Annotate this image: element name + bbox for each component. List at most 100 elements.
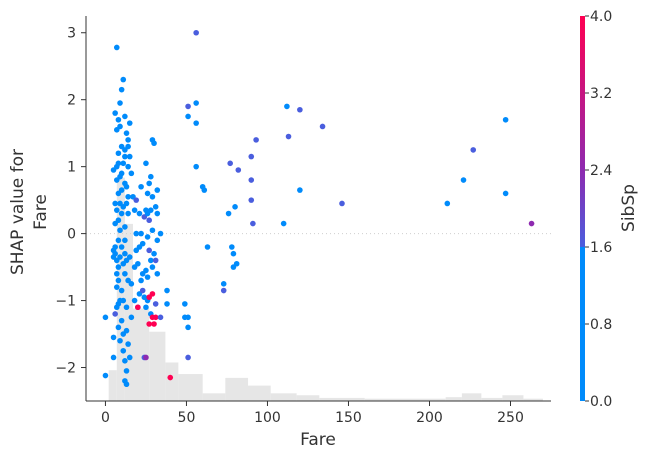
scatter-point-12 (112, 311, 118, 317)
scatter-point-142 (154, 210, 161, 217)
scatter-point-26 (115, 264, 122, 270)
scatter-point-187 (460, 177, 467, 183)
histogram-bar-3 (132, 308, 150, 401)
scatter-point-11 (112, 244, 118, 250)
scatter-point-9 (112, 250, 118, 257)
x-tick-label-200: 200 (416, 410, 443, 426)
scatter-point-96 (135, 304, 141, 311)
colorbar-tick-label-4: 3.2 (590, 86, 612, 102)
y-tick-label-0: 0 (67, 227, 76, 243)
scatter-point-175 (248, 177, 255, 183)
histogram-bar-7 (202, 393, 226, 401)
scatter-point-176 (248, 197, 255, 203)
scatter-point-120 (146, 217, 152, 224)
scatter-point-49 (120, 160, 127, 167)
scatter-point-147 (164, 287, 170, 294)
histogram-bar-2 (124, 223, 133, 401)
scatter-point-152 (185, 103, 191, 110)
scatter-point-52 (120, 297, 127, 304)
scatter-point-158 (193, 100, 199, 106)
scatter-point-183 (297, 187, 303, 193)
scatter-point-23 (115, 150, 122, 157)
scatter-point-4 (110, 354, 117, 361)
y-tick-label--1: −1 (55, 294, 76, 310)
y-tick-label-1: 1 (67, 160, 76, 176)
scatter-point-45 (118, 287, 125, 294)
scatter-point-116 (144, 234, 151, 240)
scatter-point-126 (148, 257, 154, 264)
x-tick-label-0: 0 (101, 410, 110, 426)
scatter-point-69 (123, 381, 130, 388)
scatter-point-112 (143, 304, 149, 311)
x-tick-label-50: 50 (178, 410, 196, 426)
scatter-point-60 (122, 250, 128, 257)
scatter-point-94 (135, 260, 141, 267)
x-tick-label-150: 150 (335, 410, 362, 426)
scatter-point-86 (128, 314, 135, 321)
scatter-point-64 (122, 237, 128, 244)
scatter-point-66 (123, 183, 130, 190)
histogram-bar-10 (270, 393, 297, 401)
colorbar-tick-label-0: 0.0 (590, 394, 612, 410)
histogram-bar-15 (461, 393, 482, 401)
scatter-point-121 (146, 247, 152, 254)
scatter-point-73 (125, 137, 131, 143)
scatter-point-174 (248, 153, 255, 160)
x-tick-label-100: 100 (254, 410, 281, 426)
scatter-point-100 (138, 183, 144, 190)
scatter-point-137 (152, 204, 159, 210)
scatter-point-131 (149, 264, 156, 270)
scatter-point-22 (115, 116, 122, 123)
scatter-point-29 (115, 277, 122, 284)
scatter-point-153 (185, 113, 191, 120)
colorbar-tick-label-1: 0.8 (590, 317, 612, 333)
scatter-point-91 (133, 197, 140, 203)
scatter-point-156 (185, 354, 191, 361)
scatter-point-104 (139, 240, 146, 247)
colorbar-tick-label-5: 4.0 (590, 9, 612, 25)
scatter-point-71 (123, 368, 130, 374)
scatter-point-166 (225, 210, 232, 217)
x-tick-label-250: 250 (497, 410, 524, 426)
scatter-point-143 (154, 237, 161, 244)
scatter-point-70 (123, 327, 130, 334)
scatter-point-13 (113, 44, 120, 51)
scatter-point-43 (118, 210, 125, 217)
y-tick-label--2: −2 (55, 361, 76, 377)
scatter-point-184 (319, 123, 326, 130)
scatter-point-140 (152, 314, 159, 321)
scatter-point-172 (233, 260, 240, 267)
scatter-point-61 (122, 270, 128, 277)
scatter-point-181 (285, 133, 292, 140)
scatter-point-59 (122, 224, 128, 230)
colorbar-tick-label-2: 1.6 (590, 240, 612, 256)
scatter-point-134 (151, 140, 157, 147)
scatter-point-1 (102, 372, 109, 379)
scatter-point-159 (193, 120, 199, 126)
colorbar-tick-label-3: 2.4 (590, 163, 612, 179)
scatter-point-123 (146, 321, 152, 327)
scatter-point-46 (118, 317, 125, 324)
y-axis-label-line-1: SHAP value for (8, 149, 28, 275)
scatter-point-92 (133, 230, 140, 237)
colorbar (580, 16, 585, 401)
scatter-point-85 (128, 281, 135, 287)
scatter-point-83 (126, 354, 133, 361)
scatter-point-178 (253, 137, 259, 143)
scatter-point-119 (146, 180, 152, 187)
scatter-point-157 (193, 29, 199, 36)
histogram-bar-14 (445, 397, 462, 401)
scatter-point-132 (149, 291, 156, 297)
scatter-point-47 (118, 187, 125, 193)
scatter-point-162 (201, 187, 208, 193)
scatter-point-155 (185, 324, 191, 331)
scatter-point-74 (125, 143, 131, 150)
histogram-bar-17 (502, 395, 524, 401)
scatter-point-113 (143, 354, 149, 361)
scatter-point-117 (144, 274, 151, 280)
colorbar-label: SibSp (619, 184, 639, 232)
scatter-point-130 (149, 227, 156, 234)
scatter-point-169 (230, 250, 237, 257)
